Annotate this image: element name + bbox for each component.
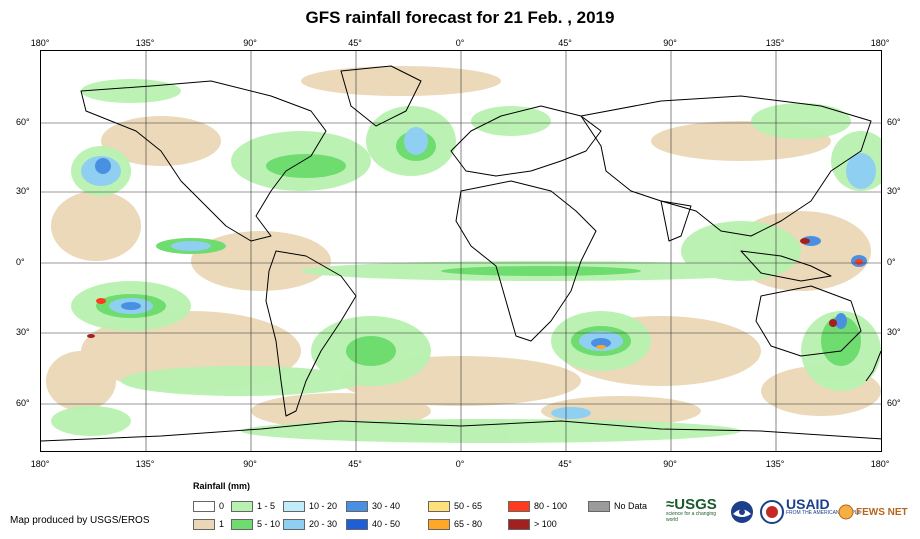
legend-label: > 100 <box>534 519 557 529</box>
lon-label: 90° <box>243 459 257 469</box>
legend-label: 50 - 65 <box>454 501 483 511</box>
legend-swatch <box>588 500 610 512</box>
usaid-tagline: FROM THE AMERICAN PEOPLE <box>786 510 861 516</box>
legend-label: 0 <box>219 501 225 511</box>
lon-label: 90° <box>243 38 257 48</box>
lon-label: 180° <box>870 459 890 469</box>
lon-label: 135° <box>765 38 785 48</box>
lon-label: 135° <box>765 459 785 469</box>
legend-label: 10 - 20 <box>309 501 338 511</box>
legend-item: 5 - 10 <box>231 518 280 530</box>
lon-label: 45° <box>348 38 362 48</box>
usaid-seal-logo <box>760 496 784 528</box>
legend-item: 10 - 20 <box>283 500 337 512</box>
lon-label: 45° <box>348 459 362 469</box>
usgs-logo-text: ≈USGS <box>666 496 717 513</box>
lon-label: 135° <box>135 38 155 48</box>
lon-label: 180° <box>30 459 50 469</box>
legend-swatch <box>193 500 215 512</box>
usaid-logo-text: USAID <box>786 496 830 512</box>
lat-label: 30° <box>887 186 901 196</box>
rainfall-map-graphic <box>41 51 881 451</box>
legend-swatch <box>193 518 215 530</box>
legend-item: 40 - 50 <box>346 518 400 530</box>
legend-swatch <box>283 518 305 530</box>
legend-swatch <box>508 518 530 530</box>
noaa-emblem-icon <box>731 501 753 523</box>
lat-label: 0° <box>16 257 25 267</box>
lon-label: 90° <box>663 38 677 48</box>
fews-globe-icon <box>838 504 854 520</box>
legend-label: 1 <box>219 519 225 529</box>
lat-label: 30° <box>16 186 30 196</box>
legend-label: 20 - 30 <box>309 519 338 529</box>
legend-item: 0 <box>193 500 224 512</box>
legend-swatch <box>283 500 305 512</box>
lat-label: 0° <box>887 257 896 267</box>
lon-label: 0° <box>455 459 465 469</box>
legend-label: 40 - 50 <box>372 519 401 529</box>
legend-label: No Data <box>614 501 648 511</box>
lon-label: 0° <box>455 38 465 48</box>
usgs-logo: ≈USGS science for a changing world <box>666 496 724 528</box>
legend-swatch <box>346 518 368 530</box>
legend-item: 1 <box>193 518 224 530</box>
legend-swatch <box>231 518 253 530</box>
legend-item: > 100 <box>508 518 557 530</box>
lat-label: 30° <box>887 327 901 337</box>
lon-label: 45° <box>558 459 572 469</box>
usaid-seal-icon <box>760 500 784 524</box>
legend-swatch <box>428 518 450 530</box>
legend-title: Rainfall (mm) <box>193 481 251 491</box>
lat-label: 60° <box>16 398 30 408</box>
credit-text: Map produced by USGS/EROS <box>10 515 150 526</box>
lon-label: 45° <box>558 38 572 48</box>
legend-item: 30 - 40 <box>346 500 400 512</box>
longitude-labels-bottom: 180° 135° 90° 45° 0° 45° 90° 135° 180° <box>0 459 920 473</box>
legend-swatch <box>231 500 253 512</box>
lon-label: 135° <box>135 459 155 469</box>
legend-label: 30 - 40 <box>372 501 401 511</box>
longitude-labels-top: 180° 135° 90° 45° 0° 45° 90° 135° 180° <box>0 38 920 52</box>
lat-label: 30° <box>16 327 30 337</box>
rainfall-legend: 0 1 1 - 5 5 - 10 10 - 20 20 - 30 30 - 40… <box>193 497 663 533</box>
legend-swatch <box>508 500 530 512</box>
legend-label: 80 - 100 <box>534 501 568 511</box>
noaa-logo <box>730 496 754 528</box>
legend-item: 80 - 100 <box>508 500 567 512</box>
lon-label: 90° <box>663 459 677 469</box>
legend-swatch <box>428 500 450 512</box>
lat-label: 60° <box>887 117 901 127</box>
legend-label: 65 - 80 <box>454 519 483 529</box>
legend-item: 50 - 65 <box>428 500 482 512</box>
legend-item: 65 - 80 <box>428 518 482 530</box>
legend-label: 5 - 10 <box>257 519 281 529</box>
lon-label: 180° <box>30 38 50 48</box>
usgs-tagline: science for a changing world <box>666 511 717 523</box>
legend-item: No Data <box>588 500 647 512</box>
rainfall-map <box>40 50 882 452</box>
lat-label: 60° <box>16 117 30 127</box>
usaid-logo: USAID FROM THE AMERICAN PEOPLE <box>786 496 861 528</box>
legend-item: 1 - 5 <box>231 500 275 512</box>
lon-label: 180° <box>870 38 890 48</box>
legend-item: 20 - 30 <box>283 518 337 530</box>
legend-swatch <box>346 500 368 512</box>
legend-label: 1 - 5 <box>257 501 276 511</box>
map-title: GFS rainfall forecast for 21 Feb. , 2019 <box>305 8 615 27</box>
lat-label: 60° <box>887 398 901 408</box>
fews-net-logo: FEWS NET <box>838 496 908 528</box>
fews-net-text: FEWS NET <box>856 506 908 518</box>
